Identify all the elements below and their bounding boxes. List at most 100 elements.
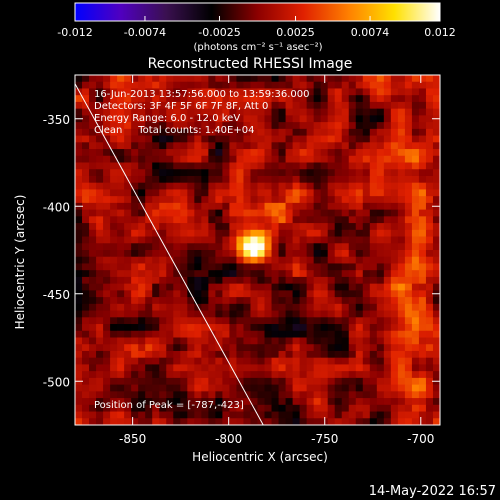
heatmap-cell	[299, 135, 308, 143]
heatmap-cell	[194, 115, 202, 123]
heatmap-cell	[110, 196, 118, 204]
heatmap-cell	[390, 256, 399, 264]
heatmap-cell	[369, 297, 378, 305]
heatmap-cell	[292, 175, 301, 184]
heatmap-cell	[432, 384, 441, 392]
heatmap-cell	[229, 142, 237, 150]
heatmap-cell	[201, 276, 209, 285]
heatmap-cell	[404, 303, 413, 311]
heatmap-cell	[320, 330, 329, 338]
heatmap-cell	[187, 88, 195, 96]
heatmap-cell	[138, 142, 146, 150]
heatmap-cell	[425, 310, 434, 318]
heatmap-cell	[285, 384, 293, 392]
heatmap-cell	[173, 344, 181, 352]
heatmap-cell	[145, 169, 153, 177]
heatmap-cell	[222, 418, 230, 426]
heatmap-cell	[432, 229, 441, 237]
heatmap-cell	[264, 384, 272, 392]
heatmap-cell	[313, 95, 322, 103]
heatmap-cell	[383, 310, 392, 318]
heatmap-cell	[362, 337, 371, 345]
heatmap-cell	[418, 142, 427, 150]
heatmap-cell	[264, 229, 272, 237]
heatmap-cell	[306, 371, 315, 379]
heatmap-cell	[271, 75, 279, 83]
heatmap-cell	[159, 81, 167, 89]
heatmap-cell	[131, 398, 139, 406]
heatmap-cell	[257, 122, 265, 130]
heatmap-cell	[194, 256, 202, 264]
heatmap-cell	[348, 223, 357, 231]
heatmap-cell	[96, 357, 104, 365]
heatmap-cell	[369, 317, 378, 325]
heatmap-cell	[320, 216, 329, 224]
heatmap-cell	[124, 202, 132, 211]
heatmap-cell	[390, 95, 399, 103]
heatmap-cell	[411, 270, 420, 278]
heatmap-cell	[271, 135, 279, 143]
heatmap-cell	[376, 162, 385, 170]
heatmap-cell	[173, 202, 181, 211]
heatmap-cell	[313, 377, 322, 386]
heatmap-cell	[369, 95, 378, 103]
heatmap-cell	[264, 270, 272, 278]
heatmap-cell	[82, 101, 90, 110]
heatmap-cell	[313, 155, 322, 163]
heatmap-cell	[138, 162, 146, 170]
heatmap-cell	[425, 303, 434, 311]
heatmap-cell	[292, 149, 301, 157]
heatmap-cell	[362, 364, 371, 372]
heatmap-cell	[96, 88, 104, 96]
heatmap-cell	[299, 404, 308, 412]
heatmap-cell	[243, 350, 251, 359]
heatmap-cell	[138, 270, 146, 278]
heatmap-cell	[75, 169, 83, 177]
heatmap-cell	[89, 297, 97, 305]
heatmap-cell	[397, 303, 406, 311]
heatmap-cell	[285, 196, 293, 204]
heatmap-cell	[425, 350, 434, 359]
heatmap-cell	[222, 398, 230, 406]
heatmap-cell	[376, 155, 385, 163]
heatmap-cell	[166, 263, 174, 271]
heatmap-cell	[82, 337, 90, 345]
heatmap-cell	[327, 371, 336, 379]
heatmap-cell	[397, 276, 406, 285]
heatmap-cell	[362, 196, 371, 204]
heatmap-cell	[180, 364, 188, 372]
heatmap-cell	[152, 236, 160, 244]
heatmap-cell	[215, 149, 223, 157]
heatmap-cell	[75, 283, 83, 291]
heatmap-cell	[418, 196, 427, 204]
heatmap-cell	[432, 330, 441, 338]
heatmap-cell	[348, 88, 357, 96]
heatmap-cell	[264, 411, 272, 419]
heatmap-cell	[103, 216, 111, 224]
heatmap-cell	[257, 283, 265, 291]
heatmap-cell	[152, 216, 160, 224]
heatmap-cell	[257, 398, 265, 406]
heatmap-cell	[75, 162, 83, 170]
heatmap-cell	[432, 81, 441, 89]
heatmap-cell	[173, 337, 181, 345]
heatmap-cell	[117, 377, 125, 386]
heatmap-cell	[327, 196, 336, 204]
heatmap-cell	[131, 391, 139, 399]
heatmap-cell	[222, 182, 230, 190]
heatmap-cell	[341, 216, 350, 224]
heatmap-cell	[194, 310, 202, 318]
heatmap-cell	[271, 122, 279, 130]
heatmap-cell	[145, 142, 153, 150]
heatmap-cell	[299, 209, 308, 217]
heatmap-cell	[222, 149, 230, 157]
heatmap-cell	[376, 216, 385, 224]
heatmap-cell	[138, 75, 146, 83]
heatmap-cell	[89, 317, 97, 325]
heatmap-cell	[292, 223, 301, 231]
heatmap-cell	[390, 398, 399, 406]
heatmap-cell	[306, 202, 315, 211]
heatmap-cell	[250, 142, 258, 150]
heatmap-cell	[243, 418, 251, 426]
heatmap-cell	[418, 223, 427, 231]
